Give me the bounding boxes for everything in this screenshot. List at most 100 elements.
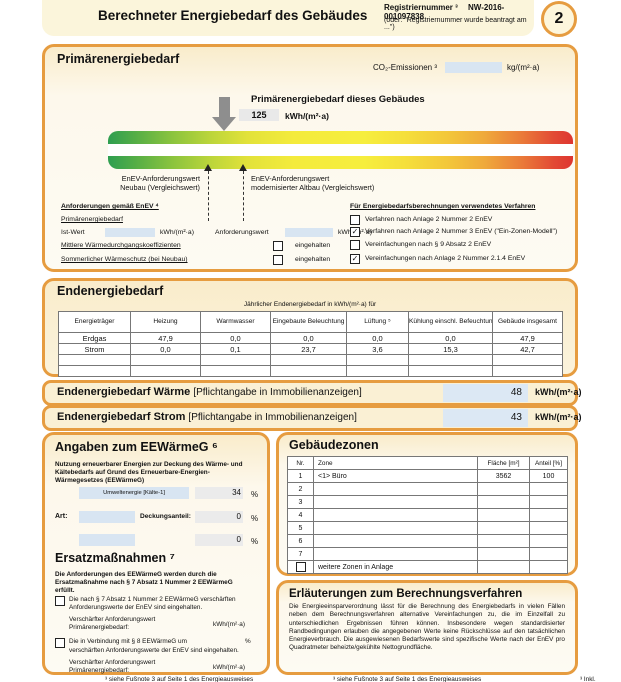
section-primaerenergiebedarf: Primärenergiebedarf CO₂-Emissionen ³ kg/…: [42, 44, 578, 272]
col-header: Lüftung ⁵: [346, 311, 409, 333]
co2-emissions-unit: kg/(m²·a): [507, 63, 540, 72]
cell: [313, 508, 478, 522]
banner-note: [Pflichtangabe in Immobilienanzeigen]: [193, 387, 362, 398]
waermedurchgang-checkbox[interactable]: [273, 241, 283, 251]
cell: [408, 365, 493, 377]
co2-emissions-field[interactable]: [445, 62, 502, 73]
page-number-badge: 2: [541, 1, 577, 37]
cell: [408, 354, 493, 366]
art-field-2[interactable]: [79, 534, 135, 546]
scale-band-labels: 0 50 100 150 200 250 300 350 ≥430: [108, 144, 573, 168]
col-header: Zone: [313, 456, 478, 470]
cell: 3,6: [346, 343, 409, 355]
cell: 3562: [477, 469, 530, 483]
eewaermeg-share-field: 34: [195, 487, 243, 499]
cell: 15,3: [408, 343, 493, 355]
banner-endenergiebedarf-waerme: Endenergiebedarf Wärme [Pflichtangabe in…: [42, 380, 582, 406]
ersatz-item2-label-b: verschärften Anforderungswerte der EnEV …: [69, 647, 239, 654]
cell: 47,9: [130, 332, 201, 344]
eewaermeg-title: Angaben zum EEWärmeG ⁶: [55, 440, 218, 454]
ersatz-item1-checkbox[interactable]: [55, 596, 65, 606]
erlaeuterungen-text: Die Energieeinsparverordnung lässt für d…: [289, 603, 565, 652]
more-zones-label: weitere Zonen in Anlage: [313, 560, 478, 574]
cell: [270, 354, 347, 366]
col-header: Nr.: [287, 456, 314, 470]
cell: [477, 560, 530, 574]
footnote-fragment: ³ Inkl.: [580, 676, 596, 682]
sommerlicher-waermeschutz-label: Sommerlicher Wärmeschutz (bei Neubau): [61, 256, 188, 263]
cell: 47,9: [492, 332, 563, 344]
banner-value-field: 48: [443, 384, 528, 402]
cell: [492, 365, 563, 377]
anforderungswert-field[interactable]: [285, 228, 333, 237]
energy-scale: 0 50 100 150 200 250 300 350 ≥430: [108, 131, 573, 169]
eewaermeg-intro: Nutzung erneuerbarer Energien zur Deckun…: [55, 461, 243, 484]
cell: 0,0: [270, 332, 347, 344]
percent-unit: %: [251, 490, 259, 499]
section-gebaeudezonen: Gebäudezonen Nr. Zone Fläche [m²] Anteil…: [276, 432, 578, 576]
cell: 7: [287, 547, 314, 561]
cell: [477, 521, 530, 535]
page-header: Berechneter Energiebedarf des Gebäudes R…: [42, 0, 534, 36]
cell: [200, 365, 271, 377]
cell: [346, 354, 409, 366]
cell: [529, 508, 568, 522]
col-header: Gebäude insgesamt: [492, 311, 563, 333]
method-2-label: Verfahren nach Anlage 2 Nummer 3 EnEV ("…: [365, 228, 558, 235]
cell: [529, 521, 568, 535]
ist-wert-field[interactable]: [105, 228, 155, 237]
banner-unit: kWh/(m²·a): [535, 387, 582, 397]
requirements-subtitle: Primärenergiebedarf: [61, 216, 123, 223]
art-field[interactable]: [79, 511, 135, 523]
cell: [58, 354, 131, 366]
ersatz-item2-percent: %: [245, 638, 251, 645]
ersatz-sub1-label: Verschärfter Anforderungswert Primärener…: [69, 616, 156, 631]
cell: [529, 495, 568, 509]
section-eewaermeg: Angaben zum EEWärmeG ⁶ Nutzung erneuerba…: [42, 432, 270, 675]
zone-row: 5: [287, 521, 568, 535]
marker-old-label: EnEV-Anforderungswert modernisierter Alt…: [251, 174, 375, 192]
cell: 0,0: [408, 332, 493, 344]
footnote-fragment: ³ siehe Fußnote 3 auf Seite 1 des Energi…: [105, 676, 254, 682]
method-4-label: Vereinfachungen nach Anlage 2 Nummer 2.1…: [365, 255, 526, 262]
more-zones-checkbox[interactable]: [295, 562, 306, 572]
cell: 100: [529, 469, 568, 483]
cell: 0,0: [130, 343, 201, 355]
cell: 3: [287, 495, 314, 509]
ersatz-sub1-unit: kWh/(m²·a): [213, 621, 245, 628]
percent-unit: %: [251, 514, 259, 523]
deckungsanteil-field: 0: [195, 511, 243, 523]
table-row: [58, 354, 563, 366]
anforderungswert-label: Anforderungswert: [215, 229, 269, 236]
zone-row: 6: [287, 534, 568, 548]
deckungsanteil-field-2: 0: [195, 534, 243, 546]
cell: [58, 365, 131, 377]
eewaermeg-type-field[interactable]: Umweltenergie [Kälte-1]: [79, 487, 189, 499]
scale-band-top: [108, 131, 573, 144]
scale-band-bottom: [108, 156, 573, 169]
cell: [529, 482, 568, 496]
section-erlaeuterungen: Erläuterungen zum Berechnungsverfahren D…: [276, 580, 578, 675]
cell: [313, 534, 478, 548]
co2-emissions-label: CO₂-Emissionen ³: [372, 63, 437, 72]
zone-row: 3: [287, 495, 568, 509]
marker-new-line: [208, 171, 209, 221]
registry-alt-note: (oder: "Registriernummer wurde beantragt…: [384, 17, 527, 31]
table-row: Erdgas 47,9 0,0 0,0 0,0 0,0 47,9: [58, 332, 563, 344]
cell: [313, 521, 478, 535]
cell: [130, 365, 201, 377]
marker-old-arrow-icon: [239, 164, 247, 171]
table-row: [58, 365, 563, 377]
methods-title: Für Energiebedarfsberechnungen verwendet…: [350, 203, 536, 210]
erlaeuterungen-title: Erläuterungen zum Berechnungsverfahren: [289, 588, 523, 600]
method-3-checkbox[interactable]: [350, 240, 360, 250]
method-2-checkbox[interactable]: ✓: [350, 227, 360, 237]
zone-more-row: weitere Zonen in Anlage: [287, 560, 568, 574]
sommerlicher-waermeschutz-checkbox[interactable]: [273, 255, 283, 265]
ersatz-item2-checkbox[interactable]: [55, 638, 65, 648]
section-title: Endenergiebedarf: [57, 284, 164, 298]
zone-row: 7: [287, 547, 568, 561]
method-4-checkbox[interactable]: ✓: [350, 254, 360, 264]
marker-new-label: EnEV-Anforderungswert Neubau (Vergleichs…: [120, 174, 200, 192]
method-1-checkbox[interactable]: [350, 215, 360, 225]
